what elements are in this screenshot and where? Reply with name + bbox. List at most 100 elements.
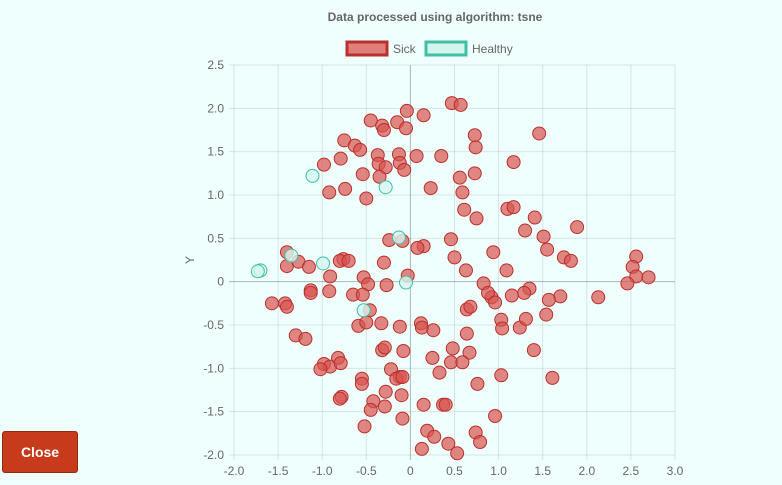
data-point-sick (374, 316, 389, 331)
data-point-sick (377, 399, 392, 414)
data-point-sick (469, 211, 484, 226)
y-tick-label: 0 (217, 275, 224, 289)
data-point-sick (423, 181, 438, 196)
data-point-sick (486, 245, 501, 260)
data-point-sick (410, 240, 425, 255)
data-point-sick (473, 435, 488, 449)
data-point-sick (301, 259, 316, 274)
data-point-sick (377, 340, 392, 355)
data-point-sick (434, 149, 449, 163)
y-tick-label: 1.0 (207, 188, 224, 202)
x-tick-label: -0.5 (356, 464, 377, 478)
data-point-sick (462, 345, 477, 360)
data-point-sick (279, 299, 294, 314)
data-point-sick (363, 113, 378, 128)
data-point-sick (333, 356, 348, 371)
data-point-sick (488, 409, 503, 423)
data-point-sick (457, 202, 472, 217)
data-point-sick (414, 320, 429, 335)
data-point-sick (298, 331, 313, 346)
legend-label-sick[interactable]: Sick (393, 42, 417, 56)
data-point-sick (332, 391, 347, 406)
data-point-sick (395, 370, 410, 384)
data-point-sick (470, 376, 485, 391)
data-point-sick (540, 242, 555, 257)
data-point-sick (620, 276, 635, 291)
data-point-healthy (284, 248, 299, 263)
data-point-sick (526, 343, 541, 358)
data-point-sick (499, 263, 514, 278)
data-point-sick (455, 185, 470, 200)
data-point-sick (468, 140, 483, 155)
data-point-sick (536, 229, 551, 244)
data-point-sick (392, 319, 407, 334)
data-point-sick (517, 285, 532, 300)
data-point-sick (394, 388, 409, 403)
data-point-sick (396, 344, 411, 358)
data-point-sick (455, 355, 470, 370)
data-point-sick (591, 290, 606, 305)
close-button[interactable]: Close (2, 431, 78, 473)
data-point-sick (481, 285, 496, 300)
data-point-healthy (250, 264, 265, 279)
legend-swatch-sick[interactable] (345, 40, 389, 57)
data-point-sick (363, 402, 378, 417)
data-point-sick (416, 397, 431, 412)
data-point-healthy (391, 230, 406, 245)
data-point-sick (518, 311, 533, 326)
data-point-sick (494, 368, 509, 383)
data-point-sick (425, 350, 440, 365)
data-point-sick (459, 326, 474, 341)
x-tick-label: 2.5 (623, 464, 640, 478)
data-point-sick (395, 411, 410, 426)
data-point-sick (376, 123, 391, 137)
data-point-sick (372, 169, 387, 184)
data-point-sick (303, 285, 318, 300)
data-point-sick (441, 436, 456, 451)
data-point-sick (355, 167, 370, 182)
y-tick-label: 0.5 (207, 231, 224, 245)
data-point-healthy (305, 168, 320, 183)
data-point-healthy (378, 180, 393, 195)
data-point-sick (450, 446, 465, 461)
data-point-sick (443, 232, 458, 247)
x-tick-label: 2.0 (578, 464, 595, 478)
chart-title: Data processed using algorithm: tsne (328, 10, 543, 24)
y-tick-label: -0.5 (203, 318, 224, 332)
y-tick-label: 2.0 (207, 101, 224, 115)
x-tick-label: 1.0 (490, 464, 507, 478)
data-point-sick (570, 220, 585, 235)
data-point-healthy (356, 303, 371, 318)
data-point-sick (333, 151, 348, 166)
x-tick-label: -2.0 (224, 464, 245, 478)
data-point-sick (341, 253, 356, 268)
x-tick-label: -1.0 (312, 464, 333, 478)
y-tick-label: -1.0 (203, 361, 224, 375)
y-tick-label: -1.5 (203, 405, 224, 419)
data-point-sick (453, 97, 468, 112)
data-point-sick (495, 321, 510, 336)
data-point-sick (359, 315, 374, 330)
data-point-sick (357, 419, 372, 434)
data-point-sick (378, 384, 393, 399)
legend[interactable]: Sick Healthy (345, 40, 513, 57)
data-point-sick (398, 121, 413, 136)
data-point-sick (414, 441, 429, 456)
data-point-sick (313, 362, 328, 377)
data-point-sick (355, 287, 370, 302)
data-point-sick (379, 278, 394, 293)
data-point-sick (467, 166, 482, 181)
data-point-sick (527, 210, 542, 225)
data-point-sick (463, 299, 478, 314)
data-point-sick (518, 223, 533, 238)
data-point-healthy (398, 275, 413, 290)
data-point-sick (354, 376, 369, 391)
data-point-sick (447, 250, 462, 265)
data-point-sick (539, 307, 554, 322)
legend-swatch-healthy[interactable] (424, 40, 468, 57)
data-point-sick (532, 126, 547, 141)
data-point-sick (438, 397, 453, 412)
legend-label-healthy[interactable]: Healthy (472, 42, 513, 56)
data-point-sick (322, 185, 337, 200)
